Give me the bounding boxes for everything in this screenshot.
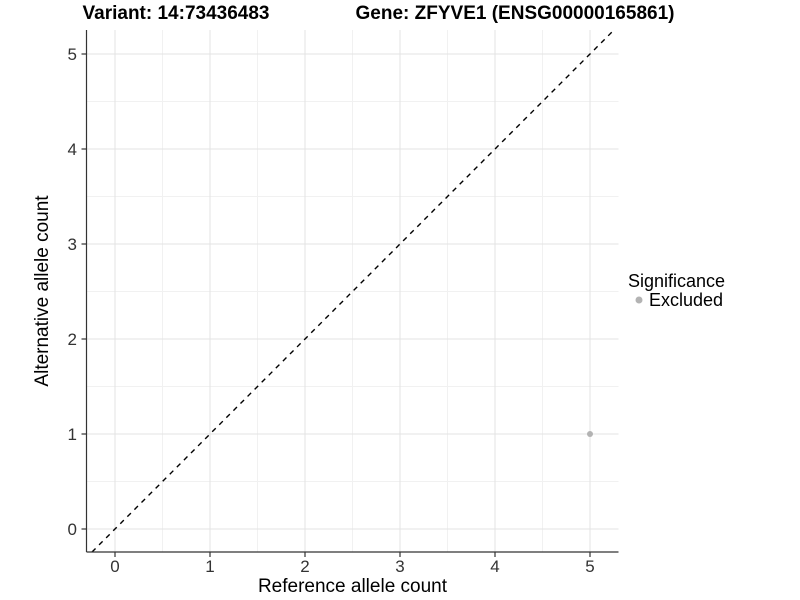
plot-title-variant: Variant: 14:73436483 [83,3,270,24]
y-tick-3: 3 [68,235,77,254]
tick-marks [81,53,591,557]
legend-key-excluded-icon [635,296,643,304]
x-tick-0: 0 [110,557,119,576]
x-axis-title: Reference allele count [258,576,448,597]
x-tick-1: 1 [205,557,214,576]
legend-title: Significance [628,271,725,291]
legend-label-excluded: Excluded [649,290,723,310]
identity-dashed-line [91,29,615,553]
y-tick-5: 5 [68,45,77,64]
data-point-excluded [587,431,593,437]
grid-major [86,30,619,552]
y-axis-title: Alternative allele count [32,195,53,387]
y-tick-2: 2 [68,330,77,349]
x-tick-5: 5 [585,557,594,576]
y-tick-4: 4 [68,140,77,159]
x-tick-labels: 0 1 2 3 4 5 [110,557,594,576]
y-tick-1: 1 [68,425,77,444]
legend: Significance Excluded [628,271,725,310]
axis-lines [85,30,619,553]
x-tick-2: 2 [300,557,309,576]
y-tick-labels: 0 1 2 3 4 5 [68,45,77,539]
plot-title-gene: Gene: ZFYVE1 (ENSG00000165861) [356,3,675,24]
x-tick-3: 3 [395,557,404,576]
x-tick-4: 4 [490,557,499,576]
y-tick-0: 0 [68,520,77,539]
grid-minor [86,30,619,552]
